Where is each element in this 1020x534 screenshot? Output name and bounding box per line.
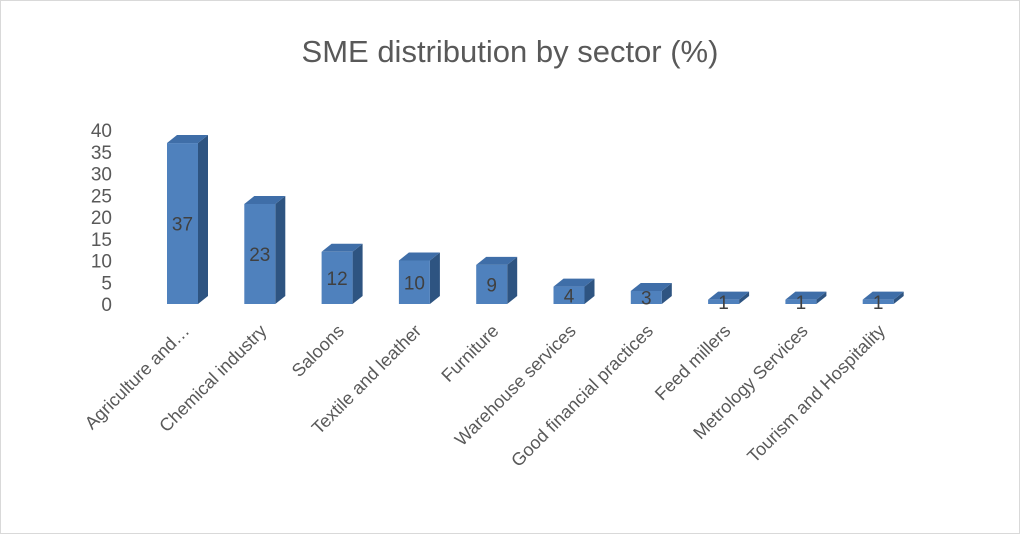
bar-top xyxy=(476,256,518,265)
data-label: 1 xyxy=(718,293,729,314)
chart-title: SME distribution by sector (%) xyxy=(301,34,719,69)
y-tick-label: 35 xyxy=(91,143,112,164)
category-label: Furniture xyxy=(437,321,502,386)
data-label: 37 xyxy=(172,215,193,236)
bar xyxy=(398,260,430,304)
bar-series: 37 23 12 10 9 4 3 1 1 1 xyxy=(167,135,904,314)
bar-side xyxy=(429,252,440,304)
data-label: 1 xyxy=(873,293,884,314)
data-label: 4 xyxy=(564,286,575,307)
bar-side xyxy=(352,243,363,304)
bar-top xyxy=(785,291,827,300)
bar-top xyxy=(321,243,363,252)
bar-side xyxy=(198,135,208,304)
bar-top xyxy=(553,278,595,287)
data-label: 3 xyxy=(641,288,652,309)
bar xyxy=(630,290,662,304)
bar xyxy=(785,299,817,304)
data-label: 9 xyxy=(486,275,497,296)
y-tick-label: 30 xyxy=(91,165,112,186)
y-tick-label: 20 xyxy=(91,208,112,229)
bar xyxy=(244,203,276,304)
category-label: Good financial practices xyxy=(507,321,657,471)
y-tick-label: 40 xyxy=(91,121,112,142)
bar-side xyxy=(893,291,904,304)
bar-side xyxy=(661,282,672,304)
y-tick-label: 5 xyxy=(101,273,112,294)
category-label: Feed millers xyxy=(651,321,734,404)
bar-top xyxy=(708,291,750,300)
category-label: Saloons xyxy=(288,321,348,381)
bar-side xyxy=(275,195,286,304)
category-label: Tourism and Hospitality xyxy=(743,321,889,467)
x-axis: Agriculture and…Chemical industry Saloons… xyxy=(81,321,889,471)
data-label: 10 xyxy=(404,273,425,294)
y-tick-label: 15 xyxy=(91,230,112,251)
bar-top xyxy=(244,195,286,204)
bar-side xyxy=(507,256,518,304)
y-tick-label: 10 xyxy=(91,252,112,273)
y-tick-label: 0 xyxy=(101,295,112,316)
bar-side xyxy=(739,291,750,304)
bar xyxy=(476,264,508,304)
bar xyxy=(321,251,353,304)
bar-side xyxy=(816,291,827,304)
bar xyxy=(553,286,585,304)
data-label: 23 xyxy=(249,245,270,266)
bar xyxy=(167,143,198,304)
bar-top xyxy=(167,135,208,144)
bar-top xyxy=(630,282,672,291)
bar xyxy=(862,299,894,304)
bar-side xyxy=(584,278,595,304)
y-tick-label: 25 xyxy=(91,186,112,207)
bar xyxy=(708,299,740,304)
data-label: 12 xyxy=(327,269,348,290)
bar-top xyxy=(398,252,440,261)
data-label: 1 xyxy=(796,293,807,314)
bar-top xyxy=(862,291,904,300)
